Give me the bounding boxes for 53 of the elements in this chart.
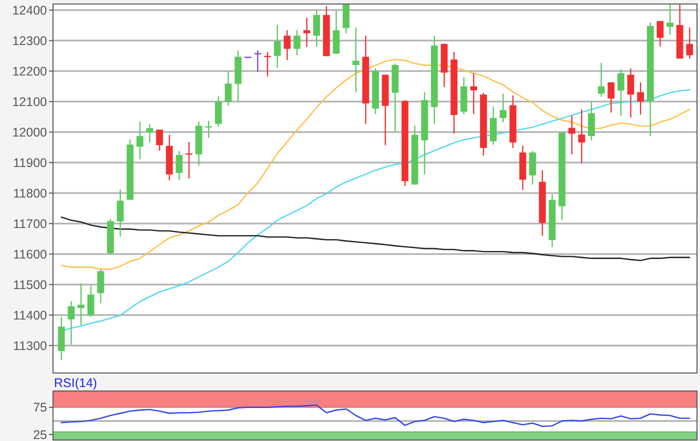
candlestick <box>578 108 586 164</box>
candlestick <box>332 10 340 54</box>
candlestick <box>68 300 75 346</box>
y-tick-label: 11700 <box>13 216 48 231</box>
y-tick-label: 11900 <box>13 156 48 170</box>
y-tick-label: 12200 <box>12 64 48 78</box>
candlestick <box>568 115 576 155</box>
candlestick <box>588 101 595 141</box>
candlestick <box>215 96 222 128</box>
y-tick-label: 11400 <box>13 308 48 322</box>
candlestick <box>78 282 84 326</box>
line-series <box>60 58 690 270</box>
candlestick <box>97 268 104 304</box>
y-tick-label: 12300 <box>12 34 48 48</box>
candlestick <box>224 71 232 106</box>
y-tick-label: 25 <box>33 428 48 441</box>
candlestick <box>136 121 144 160</box>
candlestick <box>116 188 124 238</box>
y-tick-label: 12000 <box>12 125 48 140</box>
y-tick-label: 12100 <box>12 94 48 109</box>
candlestick <box>274 24 281 68</box>
y-tick-label: 11600 <box>13 247 48 262</box>
candlestick <box>608 82 615 114</box>
candlestick <box>313 10 320 48</box>
candlestick <box>617 68 624 116</box>
candlestick <box>470 72 478 115</box>
chart-title: RSI(14) <box>54 376 98 390</box>
candlestick <box>490 106 497 146</box>
y-tick-label: 75 <box>33 400 48 415</box>
candlestick <box>87 285 94 318</box>
candlestick <box>176 150 183 181</box>
line-series <box>60 216 690 262</box>
candlestick <box>294 30 300 56</box>
candlestick <box>156 129 163 152</box>
candlestick <box>627 68 634 118</box>
candlestick <box>529 150 536 186</box>
candlestick <box>284 30 291 61</box>
candlestick <box>254 50 262 72</box>
candlestick <box>637 82 644 116</box>
candlestick <box>666 4 674 36</box>
y-tick-label: 12400 <box>12 3 48 18</box>
candlestick <box>598 62 605 98</box>
candlestick <box>352 26 360 93</box>
candlestick <box>656 20 664 47</box>
y-tick-label: 11500 <box>13 278 48 292</box>
candlestick <box>500 93 507 123</box>
line-series <box>60 404 690 428</box>
y-tick-label: 11300 <box>13 338 48 353</box>
candlestick <box>303 17 310 48</box>
candlestick <box>342 4 350 34</box>
candlestick <box>146 124 154 144</box>
candlestick <box>686 26 694 60</box>
y-tick-label: 11800 <box>13 186 48 200</box>
